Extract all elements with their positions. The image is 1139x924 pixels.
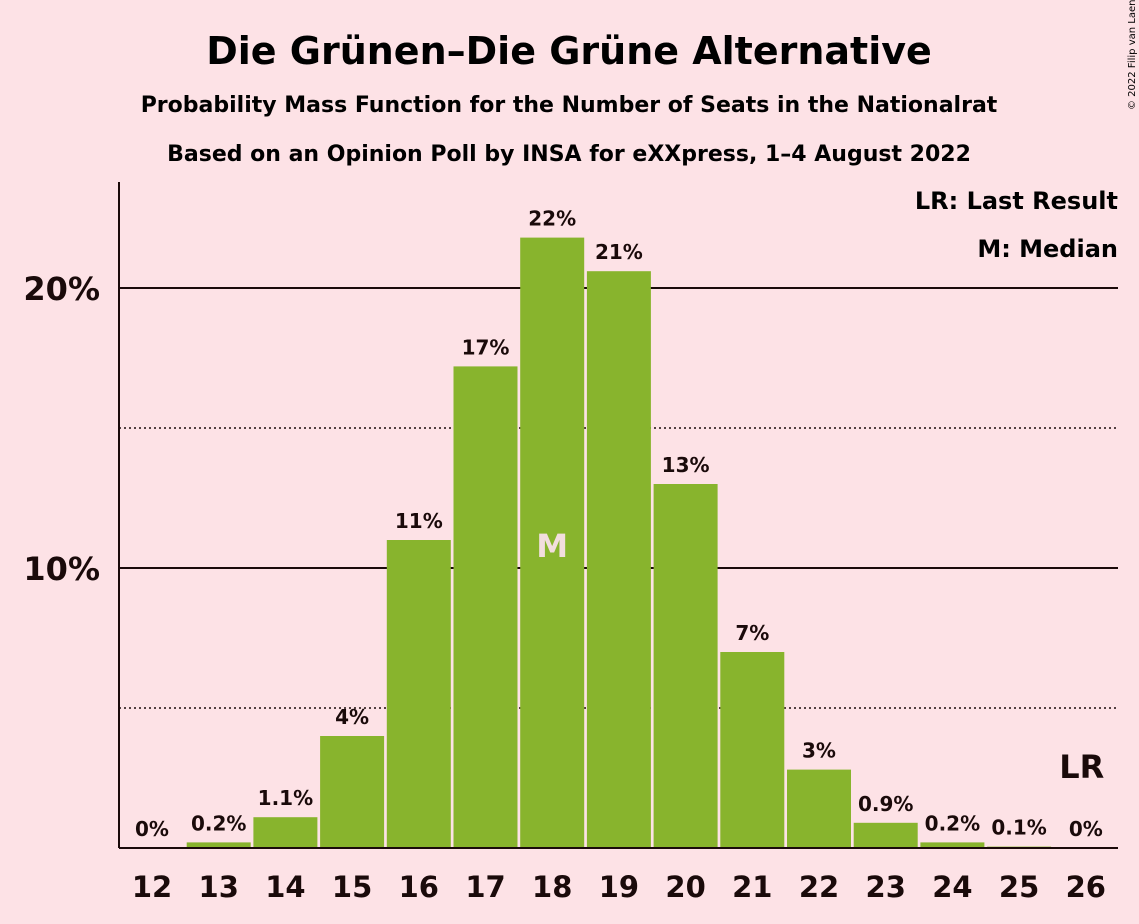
bar-19 [586, 271, 651, 848]
median-marker: M [536, 527, 568, 565]
bar-17 [453, 366, 518, 848]
bar-13 [186, 842, 251, 848]
last-result-marker: LR [1059, 748, 1104, 786]
data-label-16: 11% [395, 509, 443, 533]
y-tick-label-0: 10% [23, 550, 100, 588]
data-label-24: 0.2% [925, 811, 980, 835]
x-tick-label-15: 15 [332, 870, 372, 904]
x-tick-label-24: 24 [932, 870, 972, 904]
data-label-18: 22% [528, 207, 576, 231]
x-tick-label-16: 16 [399, 870, 439, 904]
copyright: © 2022 Filip van Laenen [1127, 0, 1138, 110]
data-label-15: 4% [335, 705, 369, 729]
bar-15 [320, 736, 385, 848]
data-labels: 0% 12 0.2% 13 1.1% 14 4% 15 11% 16 17% 17 22% 18 21% 19… [132, 207, 1106, 904]
x-tick-label-21: 21 [732, 870, 772, 904]
chart-title: Die Grünen–Die Grüne Alternative [206, 29, 932, 73]
data-label-22: 3% [802, 739, 836, 763]
x-tick-label-20: 20 [665, 870, 705, 904]
x-tick-label-23: 23 [866, 870, 906, 904]
x-tick-label-18: 18 [532, 870, 572, 904]
chart-subtitle-1: Probability Mass Function for the Number… [141, 93, 998, 118]
data-label-26: 0% [1069, 817, 1103, 841]
data-label-14: 1.1% [258, 786, 313, 810]
x-tick-label-22: 22 [799, 870, 839, 904]
axes: 10% 20% [23, 182, 1118, 849]
bar-18 [520, 237, 585, 849]
bar-24 [920, 842, 985, 848]
bar-22 [787, 769, 851, 848]
data-label-12: 0% [135, 817, 169, 841]
bars [186, 237, 1052, 849]
x-tick-label-14: 14 [265, 870, 305, 904]
markers: M LR [536, 527, 1104, 786]
data-label-23: 0.9% [858, 792, 913, 816]
data-label-13: 0.2% [191, 811, 246, 835]
legend-last-result: LR: Last Result [915, 187, 1118, 215]
x-tick-label-25: 25 [999, 870, 1039, 904]
data-label-21: 7% [735, 621, 769, 645]
y-tick-label-1: 20% [23, 270, 100, 308]
x-tick-label-19: 19 [599, 870, 639, 904]
data-label-19: 21% [595, 240, 643, 264]
x-tick-label-12: 12 [132, 870, 172, 904]
x-tick-label-13: 13 [199, 870, 239, 904]
x-tick-label-26: 26 [1066, 870, 1106, 904]
bar-23 [853, 822, 918, 848]
legend-median: M: Median [977, 235, 1118, 263]
bar-20 [653, 484, 718, 848]
data-label-20: 13% [662, 453, 710, 477]
data-label-17: 17% [462, 335, 510, 359]
bar-16 [386, 540, 451, 848]
chart-subtitle-2: Based on an Opinion Poll by INSA for eXX… [167, 142, 971, 167]
bar-21 [720, 652, 785, 848]
bar-14 [253, 817, 318, 848]
data-label-25: 0.1% [991, 816, 1046, 840]
x-tick-label-17: 17 [465, 870, 505, 904]
